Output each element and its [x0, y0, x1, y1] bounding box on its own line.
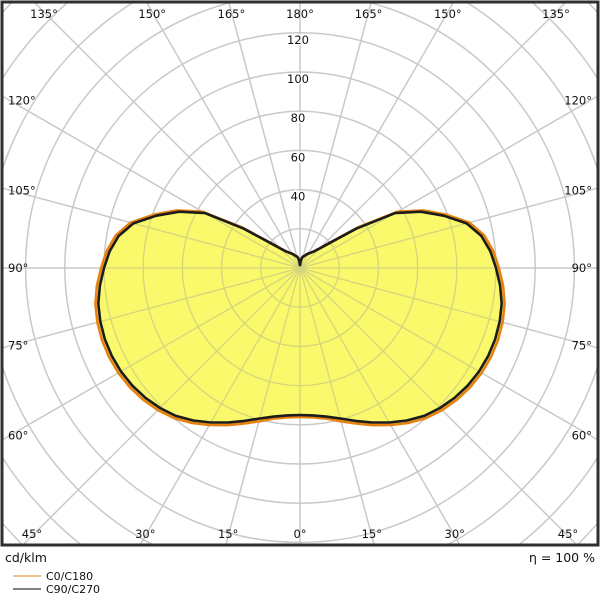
radial-labels: 40 60 80 100 120 — [286, 31, 311, 205]
radial-label: 60 — [291, 150, 306, 164]
radial-label: 40 — [291, 190, 306, 204]
units-label: cd/klm — [5, 550, 47, 565]
angle-label: 105° — [564, 183, 592, 197]
angle-label: 75° — [572, 339, 592, 353]
angle-labels: 0° 15° 15° 30° 30° 45° 45° 60° 60° 75° 75° 90° 90° 10… — [8, 7, 592, 541]
legend-label-c90: C90/C270 — [46, 583, 100, 596]
angle-label: 60° — [8, 428, 28, 442]
legend: C0/C180 C90/C270 — [13, 570, 100, 596]
radial-label: 120 — [287, 33, 309, 47]
curve-c90 — [97, 210, 503, 424]
angle-label: 0° — [293, 527, 306, 541]
angle-label: 120° — [564, 94, 592, 108]
angle-label: 90° — [572, 261, 592, 275]
radial-label: 100 — [287, 72, 309, 86]
angle-label: 165° — [355, 7, 383, 21]
angle-label: 15° — [218, 527, 238, 541]
angle-label: 150° — [138, 7, 166, 21]
legend-label-c0: C0/C180 — [46, 570, 93, 583]
radial-label: 80 — [291, 111, 306, 125]
angle-label: 15° — [362, 527, 382, 541]
angle-label: 30° — [445, 527, 465, 541]
angle-label: 135° — [542, 7, 570, 21]
angle-label: 180° — [286, 7, 314, 21]
angle-label: 45° — [558, 527, 578, 541]
angle-label: 120° — [8, 94, 36, 108]
angle-label: 60° — [572, 428, 592, 442]
angle-label: 165° — [218, 7, 246, 21]
angle-label: 30° — [135, 527, 155, 541]
angle-label: 75° — [8, 339, 28, 353]
angle-label: 105° — [8, 183, 36, 197]
efficiency-label: η = 100 % — [529, 550, 595, 565]
angle-label: 90° — [8, 261, 28, 275]
angle-label: 135° — [30, 7, 58, 21]
angle-label: 150° — [434, 7, 462, 21]
plot-frame — [0, 0, 600, 547]
angle-label: 45° — [22, 527, 42, 541]
